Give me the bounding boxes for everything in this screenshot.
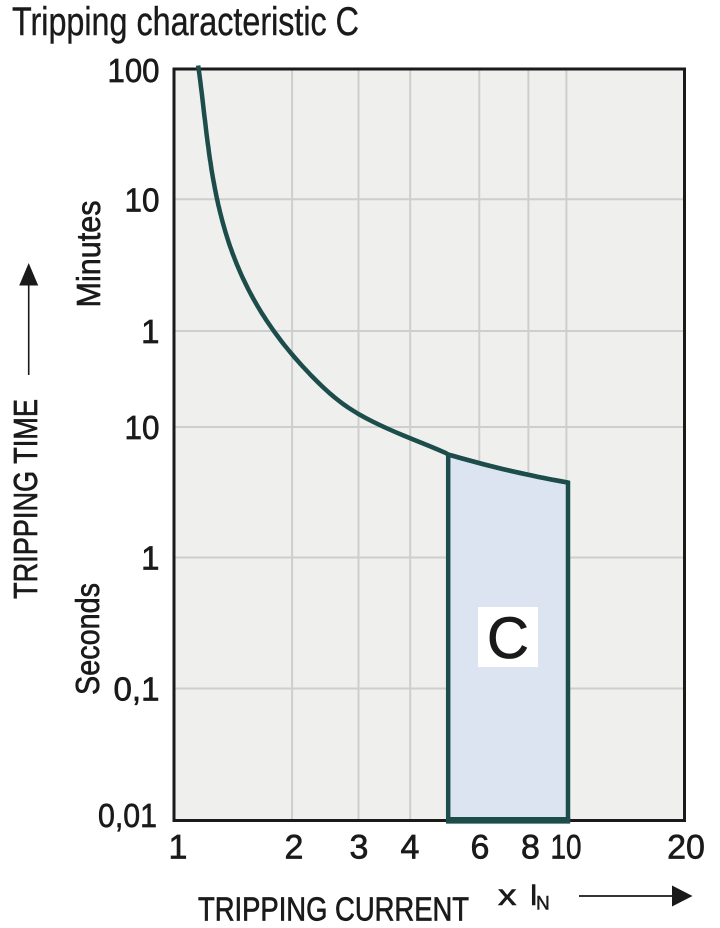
svg-text:Seconds: Seconds	[69, 583, 106, 695]
svg-text:10: 10	[125, 181, 160, 218]
svg-text:100: 100	[108, 52, 160, 89]
svg-text:N: N	[536, 894, 550, 915]
svg-text:1: 1	[141, 540, 159, 577]
svg-text:20: 20	[667, 829, 705, 867]
svg-text:I: I	[530, 879, 538, 912]
svg-text:1: 1	[141, 313, 159, 350]
svg-text:0,1: 0,1	[114, 671, 160, 708]
svg-text:4: 4	[401, 829, 420, 867]
svg-text:10: 10	[551, 829, 582, 867]
svg-text:Minutes: Minutes	[70, 201, 107, 308]
svg-text:2: 2	[285, 829, 304, 867]
svg-text:0,01: 0,01	[98, 797, 157, 834]
svg-text:x: x	[498, 879, 517, 912]
svg-text:Tripping characteristic C: Tripping characteristic C	[12, 0, 359, 44]
svg-text:8: 8	[521, 829, 540, 867]
svg-text:TRIPPING TIME: TRIPPING TIME	[7, 399, 44, 599]
svg-text:6: 6	[471, 829, 490, 867]
svg-text:C: C	[487, 606, 529, 671]
svg-text:1: 1	[169, 829, 188, 867]
svg-text:10: 10	[125, 409, 160, 446]
svg-text:3: 3	[350, 829, 369, 867]
svg-text:TRIPPING CURRENT: TRIPPING CURRENT	[198, 891, 469, 928]
